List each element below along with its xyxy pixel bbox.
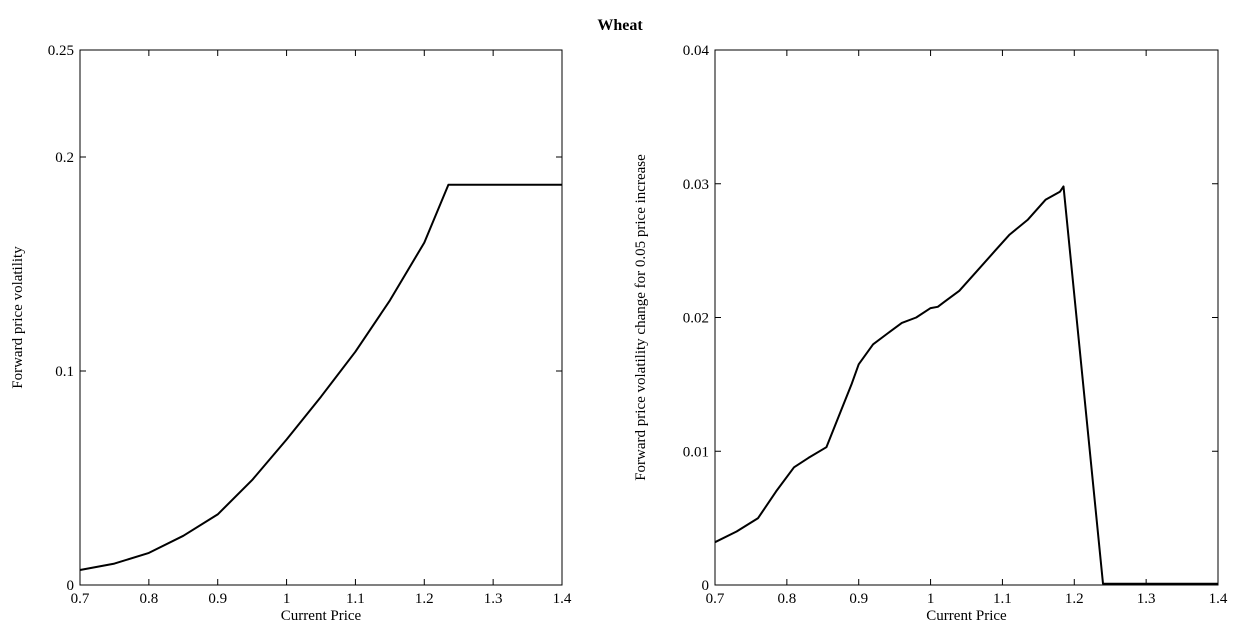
left-x-tick-label: 0.8 xyxy=(139,591,158,607)
left-x-tick-label: 1 xyxy=(283,591,291,607)
left-x-tick-label: 0.9 xyxy=(208,591,227,607)
right-x-tick-label: 1.4 xyxy=(1209,591,1228,607)
right-x-axis-label: Current Price xyxy=(926,608,1007,624)
left-plot-frame xyxy=(79,49,563,586)
left-y-tick-label: 0 xyxy=(67,578,75,594)
figure-title: Wheat xyxy=(597,17,643,34)
right-x-tick-label: 1.1 xyxy=(993,591,1012,607)
left-y-tick-label: 0.25 xyxy=(48,43,74,59)
left-x-tick-label: 1.4 xyxy=(553,591,572,607)
right-series-line xyxy=(714,185,1218,585)
left-chart: 0.7 0.8 0.9 1 1.1 1.2 1.3 1.4 0 0.1 0.2 0.25 Current… xyxy=(10,43,572,624)
left-series-line xyxy=(79,183,562,571)
right-y-axis-label: Forward price volatility change for 0.05… xyxy=(633,154,649,481)
right-x-tick-label: 0.8 xyxy=(777,591,796,607)
right-y-tick-label: 0 xyxy=(702,578,710,594)
right-plot-frame xyxy=(714,49,1219,586)
left-x-tick-label: 1.1 xyxy=(346,591,365,607)
right-x-tick-label: 0.7 xyxy=(706,591,725,607)
right-y-tick-label: 0.01 xyxy=(683,444,709,460)
left-y-tick-label: 0.2 xyxy=(55,150,74,166)
right-y-tick-label: 0.03 xyxy=(683,177,709,193)
right-x-tick-label: 1.2 xyxy=(1065,591,1084,607)
left-x-tick-label: 1.3 xyxy=(484,591,503,607)
right-y-tick-label: 0.04 xyxy=(683,43,710,59)
left-y-tick-label: 0.1 xyxy=(55,364,74,380)
left-y-axis-label: Forward price volatility xyxy=(10,246,26,389)
right-x-tick-label: 1 xyxy=(927,591,935,607)
right-y-tick-label: 0.02 xyxy=(683,311,709,327)
right-x-tick-label: 1.3 xyxy=(1137,591,1156,607)
left-x-tick-label: 1.2 xyxy=(415,591,434,607)
left-x-axis-label: Current Price xyxy=(281,608,362,624)
right-chart: 0.7 0.8 0.9 1 1.1 1.2 1.3 1.4 0 0.01 0.02 0.03 0.04 C… xyxy=(633,43,1228,624)
left-x-tick-label: 0.7 xyxy=(71,591,90,607)
right-x-tick-label: 0.9 xyxy=(849,591,868,607)
